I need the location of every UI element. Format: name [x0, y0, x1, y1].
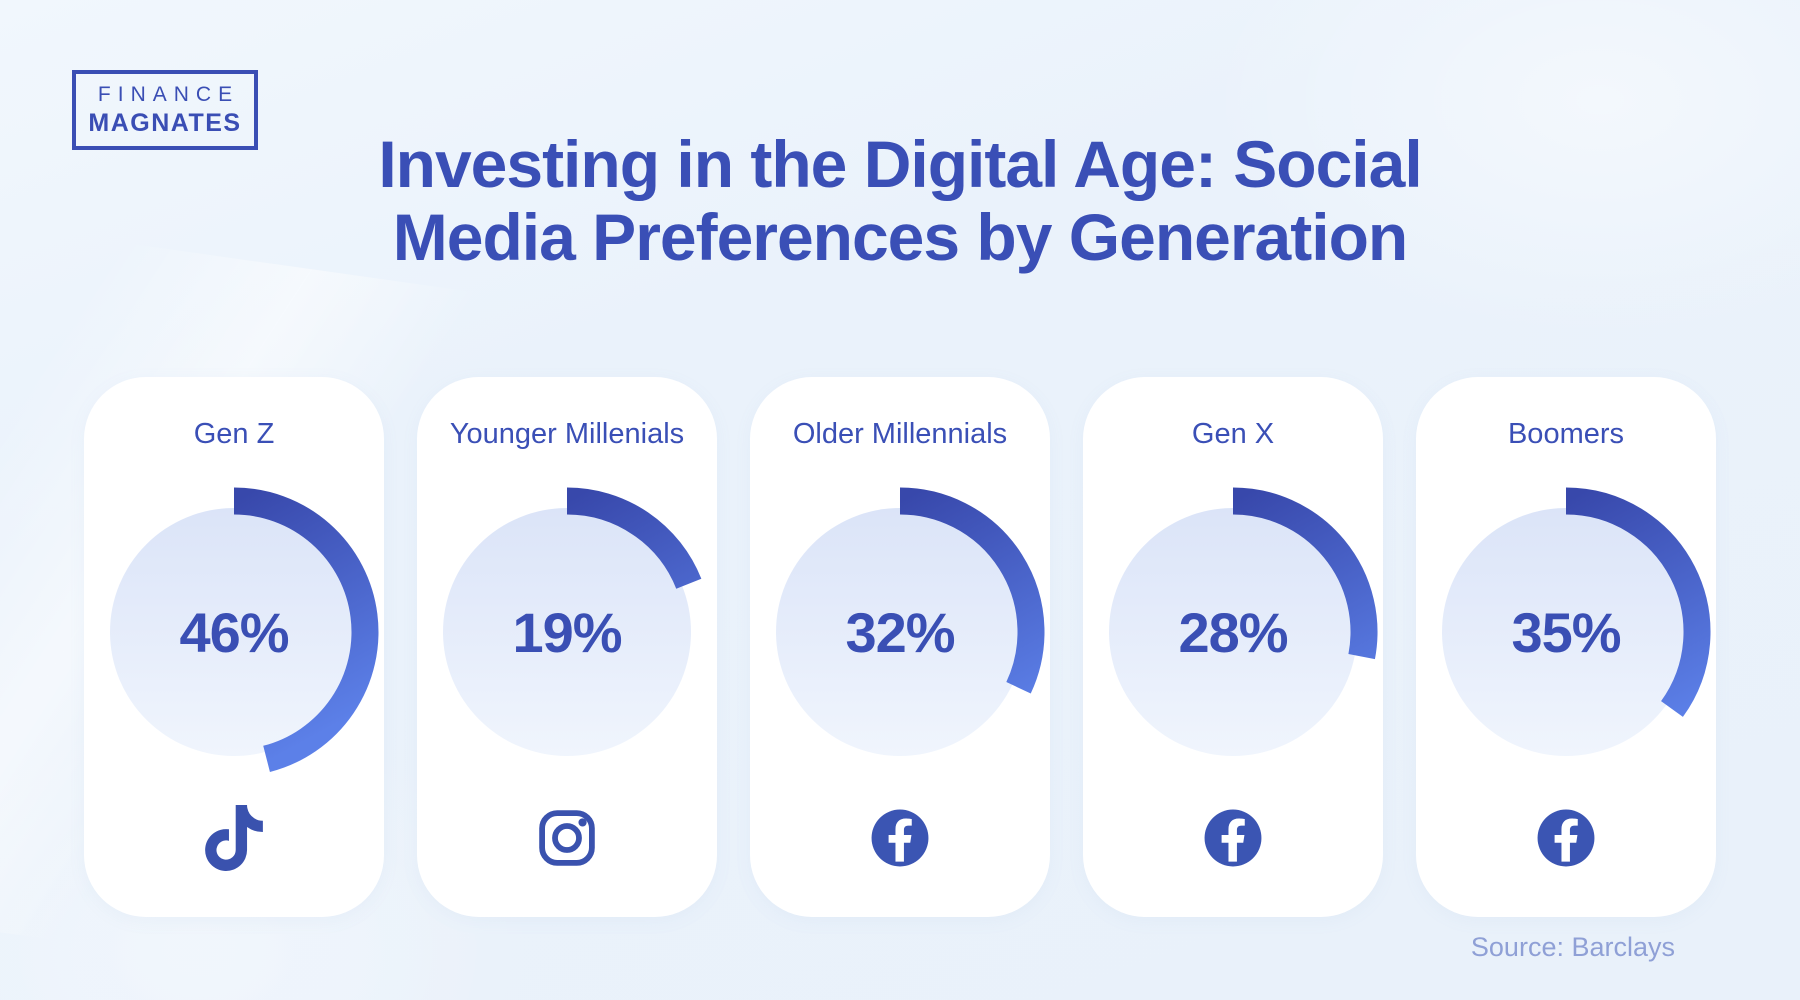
percentage-value: 46% [179, 600, 289, 664]
percentage-value: 28% [1178, 600, 1288, 664]
title-line-2: Media Preferences by Generation [392, 200, 1408, 274]
finance-magnates-logo: FINANCE MAGNATES [72, 70, 258, 150]
page-title: Investing in the Digital Age: Social Med… [0, 128, 1800, 274]
title-line-1: Investing in the Digital Age: Social [378, 127, 1422, 201]
logo-text-magnates: MAGNATES [88, 108, 242, 137]
generation-label: Older Millennials [792, 418, 1008, 450]
tiktok-icon [201, 805, 267, 871]
donut-chart: 46% [84, 482, 384, 782]
generation-label: Younger Millenials [449, 418, 685, 450]
donut-chart: 32% [750, 482, 1050, 782]
facebook-icon [867, 805, 933, 871]
card-gen-x: Gen X 28% [1083, 377, 1383, 917]
generation-cards-row: Gen Z 46% Younger Millenials [84, 377, 1716, 917]
source-attribution: Source: Barclays [1470, 932, 1675, 962]
generation-label: Gen X [1191, 418, 1275, 450]
donut-chart: 19% [417, 482, 717, 782]
card-older-millennials: Older Millennials 32% [750, 377, 1050, 917]
logo-text-finance: FINANCE [97, 82, 240, 106]
donut-chart: 28% [1083, 482, 1383, 782]
facebook-icon [1533, 805, 1599, 871]
percentage-value: 35% [1511, 600, 1621, 664]
facebook-icon [1200, 805, 1266, 871]
card-gen-z: Gen Z 46% [84, 377, 384, 917]
percentage-value: 19% [512, 600, 622, 664]
generation-label: Boomers [1507, 418, 1625, 450]
percentage-value: 32% [845, 600, 955, 664]
instagram-icon [534, 805, 600, 871]
card-younger-millenials: Younger Millenials 19% [417, 377, 717, 917]
generation-label: Gen Z [193, 418, 275, 450]
card-boomers: Boomers 35% [1416, 377, 1716, 917]
donut-chart: 35% [1416, 482, 1716, 782]
